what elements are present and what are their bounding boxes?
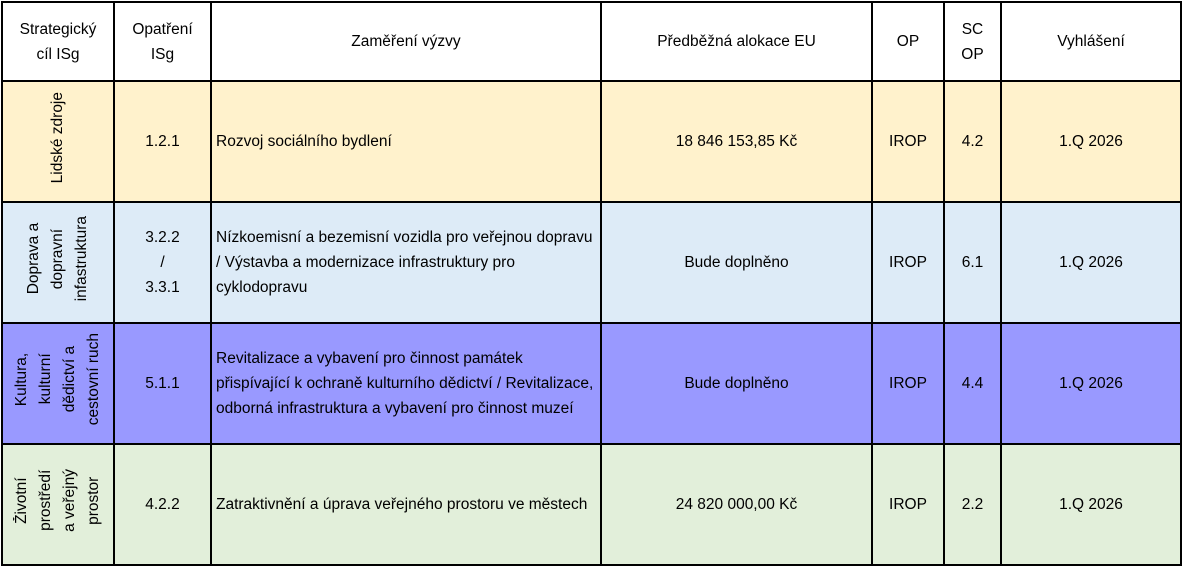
table-row: Doprava a dopravní infastruktura 3.2.2 / … [1,201,1182,324]
header-op: OP [871,1,945,82]
announcement-cell: 1.Q 2026 [1000,80,1182,203]
announcement-cell: 1.Q 2026 [1000,322,1182,445]
focus-cell: Nízkoemisní a bezemisní vozidla pro veře… [210,201,602,324]
strategic-goal-label: Doprava a dopravní infastruktura [25,215,90,302]
table-row: Životní prostředí a veřejný prostor 4.2.2… [1,443,1182,566]
header-allocation: Předběžná alokace EU [600,1,873,82]
measure-cell: 4.2.2 [113,443,212,566]
allocation-cell: 24 820 000,00 Kč [600,443,873,566]
strategic-goal-cell: Kultura, kulturní dědictví a cestovní ru… [1,322,115,445]
announcement-cell: 1.Q 2026 [1000,201,1182,324]
measure-cell: 3.2.2 / 3.3.1 [113,201,212,324]
measure-cell: 5.1.1 [113,322,212,445]
strategic-goal-cell: Lidské zdroje [1,80,115,203]
op-cell: IROP [871,80,945,203]
strategic-goal-label: Lidské zdroje [49,91,66,184]
header-strategic-goal: Strategický cíl ISg [1,1,115,82]
header-sc-op: SC OP [943,1,1002,82]
allocation-cell: 18 846 153,85 Kč [600,80,873,203]
sc-op-cell: 4.4 [943,322,1002,445]
focus-cell: Revitalizace a vybavení pro činnost pamá… [210,322,602,445]
table-row: Lidské zdroje 1.2.1 Rozvoj sociálního bydl… [1,80,1182,203]
measure-cell: 1.2.1 [113,80,212,203]
op-cell: IROP [871,322,945,445]
header-announcement: Vyhlášení [1000,1,1182,82]
sc-op-cell: 4.2 [943,80,1002,203]
sc-op-cell: 2.2 [943,443,1002,566]
strategic-goal-label: Životní prostředí a veřejný prostor [13,469,102,532]
strategic-goal-cell: Doprava a dopravní infastruktura [1,201,115,324]
strategic-goal-label: Kultura, kulturní dědictví a cestovní ru… [13,333,102,426]
focus-cell: Rozvoj sociálního bydlení [210,80,602,203]
op-cell: IROP [871,443,945,566]
op-cell: IROP [871,201,945,324]
header-measure: Opatření ISg [113,1,212,82]
focus-cell: Zatraktivnění a úprava veřejného prostor… [210,443,602,566]
header-row: Strategický cíl ISg Opatření ISg Zaměřen… [1,1,1182,82]
table-row: Kultura, kulturní dědictví a cestovní ru… [1,322,1182,445]
allocation-cell: Bude doplněno [600,322,873,445]
allocation-cell: Bude doplněno [600,201,873,324]
announcement-cell: 1.Q 2026 [1000,443,1182,566]
sc-op-cell: 6.1 [943,201,1002,324]
header-focus: Zaměření výzvy [210,1,602,82]
strategic-goal-cell: Životní prostředí a veřejný prostor [1,443,115,566]
